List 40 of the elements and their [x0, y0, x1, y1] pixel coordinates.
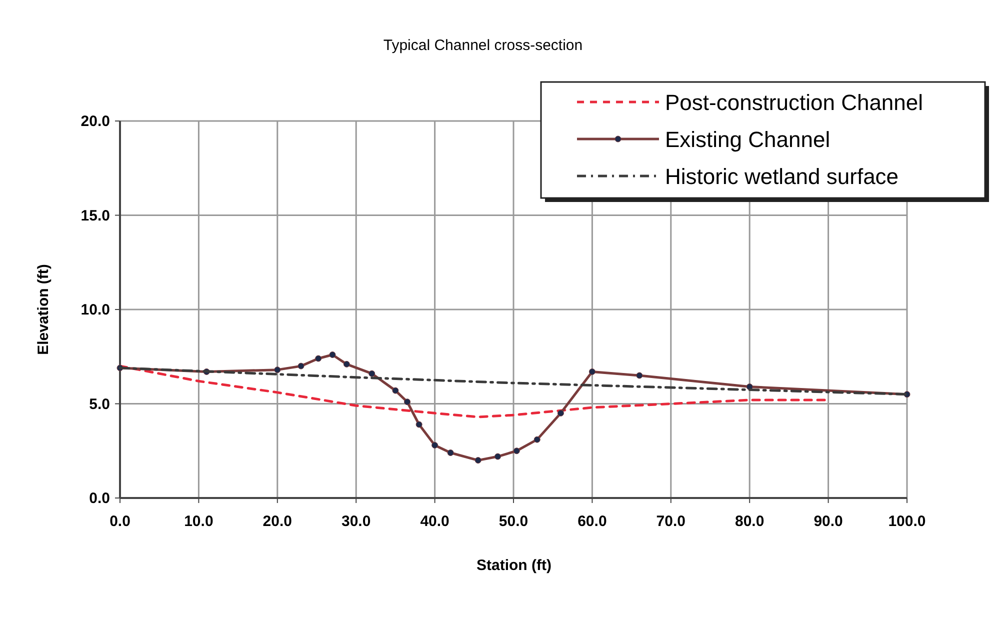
- legend-label: Historic wetland surface: [665, 164, 899, 189]
- point: [494, 453, 502, 460]
- x-tick-label: 60.0: [578, 513, 607, 530]
- point: [315, 355, 322, 362]
- point: [329, 351, 336, 358]
- x-tick-label: 20.0: [262, 513, 292, 530]
- x-tick-label: 40.0: [420, 513, 450, 530]
- x-tick-label: 30.0: [342, 513, 371, 530]
- x-tick-label: 100.0: [888, 513, 926, 530]
- x-tick-label: 10.0: [184, 513, 214, 530]
- x-tick-label: 80.0: [735, 513, 764, 530]
- x-tick-label: 70.0: [656, 513, 686, 530]
- point: [513, 448, 520, 454]
- point: [404, 398, 411, 406]
- point: [447, 450, 454, 456]
- y-tick-label: 0.0: [89, 490, 110, 507]
- x-axis-title: Station (ft): [476, 557, 552, 574]
- x-tick-label: 0.0: [110, 513, 130, 530]
- point: [343, 360, 350, 368]
- x-tick-label: 90.0: [814, 513, 843, 530]
- point: [298, 362, 304, 370]
- point: [274, 366, 281, 374]
- point: [588, 368, 596, 375]
- point: [416, 421, 422, 428]
- chart-title: Typical Channel cross-section: [383, 37, 583, 54]
- x-tick-label: 50.0: [498, 513, 528, 530]
- legend-label: Existing Channel: [665, 127, 830, 152]
- legend-label: Post-construction Channel: [665, 90, 924, 115]
- point: [392, 387, 399, 394]
- point: [368, 370, 376, 377]
- y-tick-label: 20.0: [80, 113, 110, 130]
- y-tick-label: 15.0: [80, 207, 110, 224]
- point: [557, 410, 564, 416]
- point: [636, 372, 643, 379]
- y-tick-label: 5.0: [89, 396, 110, 413]
- y-tick-label: 10.0: [80, 302, 110, 318]
- point: [474, 457, 482, 464]
- point: [534, 436, 540, 443]
- point: [432, 442, 438, 448]
- y-axis-title: Elevation (ft): [35, 264, 52, 355]
